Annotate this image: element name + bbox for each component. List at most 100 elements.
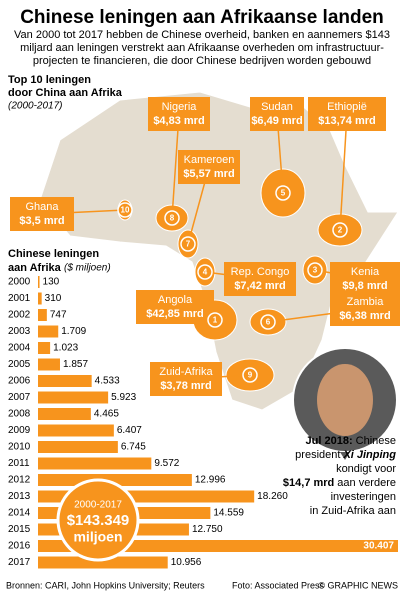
loan-amount: $7,42 mrd: [234, 280, 285, 292]
value-label: 14.559: [213, 508, 244, 519]
country-name: Ethiopië: [327, 101, 367, 113]
country-name: Nigeria: [162, 101, 198, 113]
country-name: Kameroen: [184, 154, 235, 166]
value-label: 9.572: [154, 458, 179, 469]
map-title: Top 10 leningen: [8, 74, 91, 86]
photo-credit: Foto: Associated Press: [232, 580, 325, 590]
rank-marker: [180, 236, 196, 252]
quote-line: Jul 2018: Chinese: [306, 435, 396, 447]
rank-marker: [260, 314, 276, 330]
loan-amount: $3,5 mrd: [19, 215, 64, 227]
quote-part: Chinese: [356, 435, 396, 447]
quote-line: $14,7 mrd aan verdere: [283, 477, 396, 489]
photo-pointer: [340, 452, 350, 460]
country-name: Zuid-Afrika: [159, 366, 213, 378]
chart-title: aan Afrika: [8, 262, 62, 274]
rank-marker: [207, 312, 223, 328]
callout-box: [330, 262, 400, 296]
map-title: door China aan Afrika: [8, 87, 123, 99]
country-name: Angola: [158, 294, 193, 306]
rank-number: 9: [248, 371, 253, 380]
callout-box: [178, 150, 240, 184]
value-label: 12.996: [195, 475, 226, 486]
rank-number: 4: [203, 268, 208, 277]
year-label: 2016: [8, 541, 31, 552]
chart-subtitle: ($ miljoen): [64, 263, 111, 274]
year-label: 2002: [8, 310, 31, 321]
rank-number: 6: [266, 318, 271, 327]
value-label: 6.745: [121, 442, 146, 453]
rank-number: 7: [186, 240, 191, 249]
rank-number: 8: [170, 214, 175, 223]
quote-part: investeringen: [331, 491, 396, 503]
quote-part: president: [295, 449, 340, 461]
value-label: 12.750: [192, 524, 223, 535]
bar: [38, 292, 42, 305]
value-label: 130: [43, 277, 60, 288]
country-name: Kenia: [351, 266, 380, 278]
intro-line: Van 2000 tot 2017 hebben de Chinese over…: [14, 29, 390, 41]
rank-number: 2: [338, 226, 343, 235]
quote-part: in Zuid-Afrika aan: [310, 505, 396, 517]
credit: © GRAPHIC NEWS: [318, 580, 398, 590]
rank-marker: [117, 202, 133, 218]
year-label: 2001: [8, 293, 31, 304]
quote-part: Jul 2018:: [306, 435, 353, 447]
callout-box: [250, 97, 304, 131]
country-name: Sudan: [261, 101, 293, 113]
value-label: 747: [50, 310, 67, 321]
rank-marker: [164, 210, 180, 226]
loan-amount: $5,57 mrd: [183, 168, 234, 180]
loan-amount: $13,74 mrd: [318, 115, 375, 127]
bar: [38, 325, 59, 338]
rank-number: 3: [313, 266, 318, 275]
value-label: 18.260: [257, 491, 288, 502]
rank-number: 10: [121, 206, 130, 215]
bar: [38, 556, 168, 569]
bar: [38, 309, 47, 321]
year-label: 2003: [8, 326, 31, 337]
year-label: 2014: [8, 508, 31, 519]
callout-box: [330, 292, 400, 326]
rank-marker: [197, 264, 213, 280]
total-period: 2000-2017: [74, 500, 122, 511]
value-label: 4.533: [95, 376, 120, 387]
year-label: 2005: [8, 359, 31, 370]
callout-box: [150, 362, 222, 396]
value-label: 6.407: [117, 425, 142, 436]
loan-amount: $9,8 mrd: [342, 280, 387, 292]
year-label: 2000: [8, 277, 31, 288]
intro: Van 2000 tot 2017 hebben de Chinese over…: [14, 29, 390, 67]
rank-number: 5: [281, 189, 286, 198]
year-label: 2004: [8, 343, 31, 354]
country-name: Zambia: [347, 296, 385, 308]
bar: [38, 358, 60, 371]
sources: Bronnen: CARI, John Hopkins University; …: [6, 580, 205, 590]
rank-marker: [332, 222, 348, 238]
bar: [38, 342, 51, 354]
year-label: 2007: [8, 392, 31, 403]
quote-part: kondigt voor: [336, 463, 396, 475]
country-name: Ghana: [25, 201, 59, 213]
quote-part: $14,7 mrd: [283, 477, 334, 489]
loan-amount: $4,83 mrd: [153, 115, 204, 127]
total-unit: miljoen: [73, 529, 122, 545]
callout-box: [136, 290, 214, 324]
bar: [38, 457, 152, 470]
callout-box: [10, 197, 74, 231]
intro-line: projecten te financieren, die door Chine…: [33, 55, 371, 67]
year-label: 2010: [8, 442, 31, 453]
year-label: 2012: [8, 475, 31, 486]
quote-line: president Xi Jinping: [295, 449, 396, 461]
value-label: 310: [45, 293, 62, 304]
map-period: (2000-2017): [8, 101, 62, 112]
callout-box: [308, 97, 386, 131]
value-label: 4.465: [94, 409, 119, 420]
photo-face: [317, 364, 373, 436]
loan-amount: $3,78 mrd: [160, 380, 211, 392]
bar: [38, 424, 114, 437]
bar: [38, 276, 40, 288]
value-label: 10.956: [171, 557, 202, 568]
bar: [38, 408, 91, 420]
